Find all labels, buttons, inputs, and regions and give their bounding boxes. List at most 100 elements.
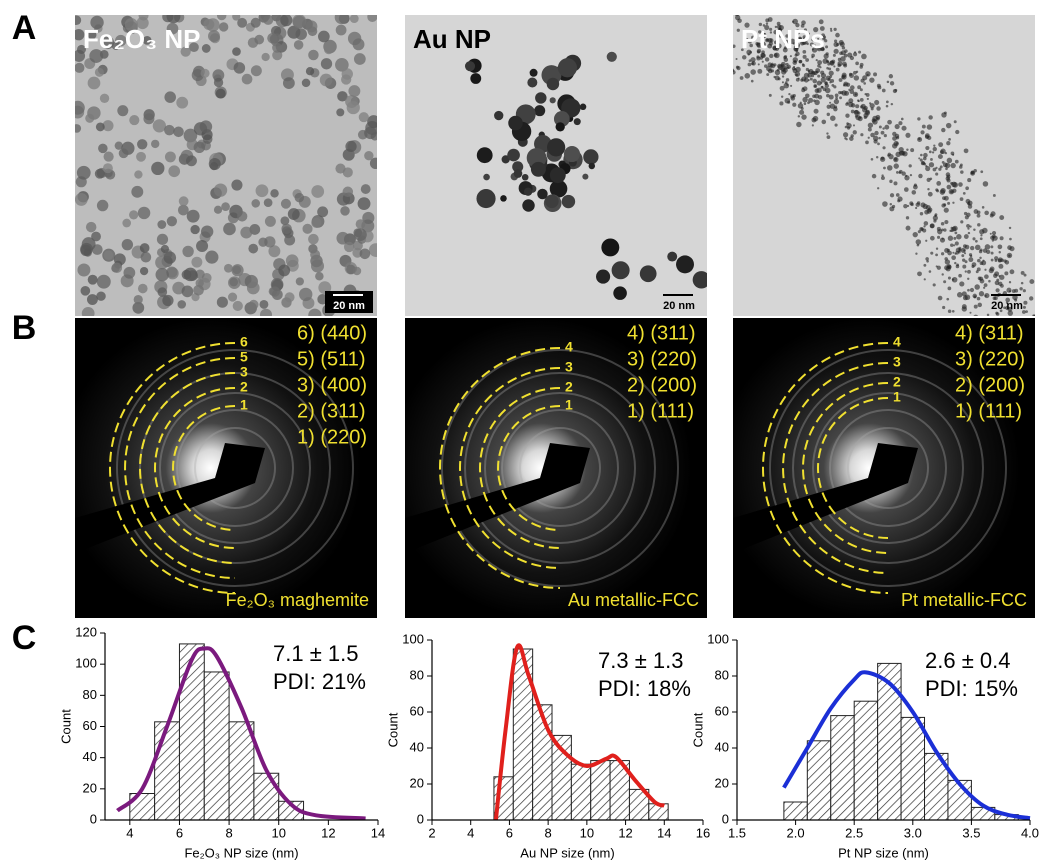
particle — [984, 294, 987, 297]
particle — [311, 185, 325, 198]
particle — [523, 187, 533, 196]
particle — [771, 62, 774, 66]
particle — [796, 121, 802, 128]
particle — [883, 166, 886, 170]
y-tick-label: 100 — [707, 631, 729, 646]
particle — [508, 115, 523, 131]
particle — [758, 30, 762, 34]
particle — [549, 97, 556, 104]
ring-number: 2 — [240, 379, 248, 395]
particle — [1007, 306, 1013, 312]
particle — [826, 104, 831, 109]
particle — [118, 148, 129, 159]
particle — [863, 82, 867, 85]
ring-guide — [479, 387, 561, 549]
particle — [925, 239, 928, 242]
particle — [263, 15, 274, 25]
particle — [935, 172, 939, 176]
particle — [1020, 281, 1024, 285]
particle — [549, 167, 566, 184]
ring-index: 5) (511) — [297, 348, 366, 370]
particle — [549, 179, 568, 198]
particle — [121, 238, 134, 251]
particle — [821, 119, 827, 125]
saed-caption: Fe₂O₃ maghemite — [226, 590, 369, 610]
particle — [860, 133, 864, 137]
particle — [961, 254, 965, 258]
particle — [846, 122, 852, 129]
particle — [895, 171, 899, 174]
ring-index: 2) (311) — [297, 400, 366, 422]
y-tick-label: 20 — [410, 775, 424, 790]
particle — [177, 300, 187, 309]
particle — [95, 122, 105, 132]
particle — [962, 264, 967, 269]
particle — [195, 278, 204, 288]
particle — [878, 136, 881, 140]
particle — [96, 274, 111, 289]
particle — [852, 91, 859, 98]
particle — [805, 93, 810, 99]
particle — [920, 130, 925, 135]
particle — [113, 253, 126, 266]
particle — [346, 100, 360, 115]
particle — [270, 189, 279, 198]
particle — [917, 271, 922, 277]
particle — [762, 24, 766, 27]
particle — [792, 102, 797, 107]
particle — [968, 253, 973, 257]
particle — [874, 99, 880, 106]
particle — [186, 209, 200, 223]
particle — [757, 68, 763, 74]
particle — [951, 255, 956, 260]
particle — [75, 15, 82, 26]
diffraction-ring — [792, 372, 984, 564]
particle — [99, 93, 110, 104]
particle — [969, 287, 975, 293]
particle — [828, 67, 832, 71]
particle — [874, 130, 879, 136]
particle — [950, 151, 955, 156]
particle — [232, 300, 243, 312]
particle — [789, 38, 796, 45]
x-tick-label: 3.5 — [962, 825, 980, 840]
particle — [816, 80, 822, 86]
particle — [974, 244, 981, 251]
particle — [348, 85, 361, 98]
particle — [852, 130, 857, 135]
particle — [213, 205, 223, 214]
particle — [939, 237, 946, 243]
particle — [833, 48, 839, 54]
ring-guide — [109, 342, 236, 594]
particle — [963, 211, 968, 216]
particle — [1020, 270, 1025, 275]
particle — [91, 231, 101, 242]
particle — [829, 101, 832, 104]
particle — [944, 219, 949, 225]
particle — [299, 287, 313, 302]
particle — [983, 286, 986, 289]
particle — [907, 204, 910, 208]
particle — [777, 77, 781, 81]
particle — [942, 162, 948, 168]
particle — [858, 50, 862, 54]
particle — [308, 49, 319, 61]
y-axis-label: Count — [58, 709, 73, 744]
particle — [94, 168, 105, 179]
particle — [739, 76, 744, 80]
particle — [928, 270, 932, 273]
particle — [894, 123, 900, 130]
particle — [805, 67, 810, 72]
histogram-bar — [590, 760, 611, 821]
particle — [901, 125, 907, 131]
tem-title: Fe₂O₃ NP — [83, 24, 200, 54]
particle — [837, 60, 843, 67]
particle — [963, 252, 967, 255]
particle — [793, 65, 796, 69]
particle — [96, 291, 106, 301]
particle — [965, 186, 969, 191]
ring-number: 2 — [565, 379, 573, 395]
particle — [852, 124, 855, 127]
particle — [76, 165, 91, 180]
particle — [824, 87, 831, 94]
